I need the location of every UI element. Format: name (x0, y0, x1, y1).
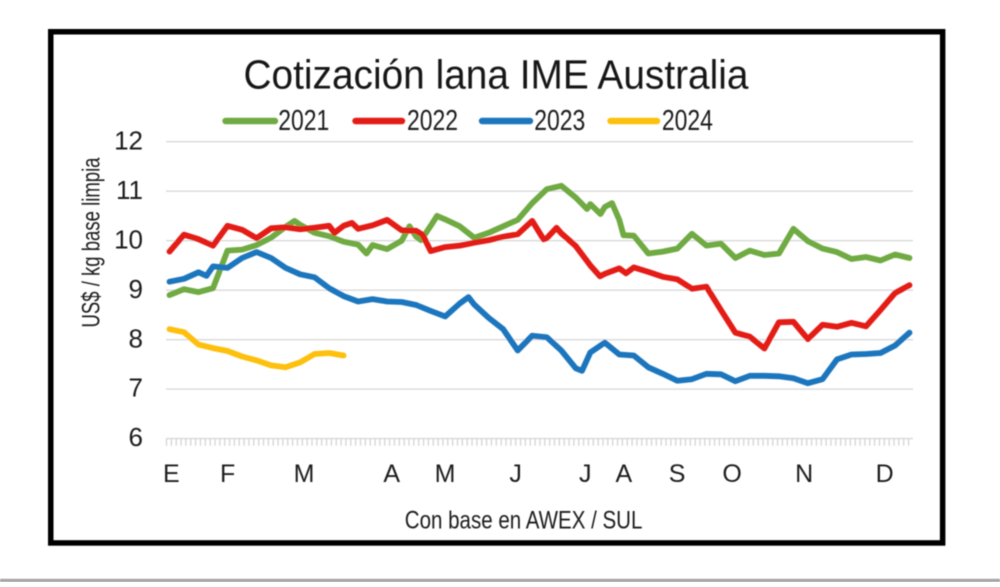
svg-text:2022: 2022 (407, 105, 458, 137)
svg-text:Con base en AWEX / SUL: Con base en AWEX / SUL (405, 506, 643, 534)
svg-text:F: F (220, 460, 235, 488)
svg-text:Cotización lana IME Australia: Cotización lana IME Australia (244, 52, 749, 98)
svg-text:2021: 2021 (278, 105, 329, 137)
svg-text:10: 10 (114, 224, 143, 254)
svg-text:2024: 2024 (662, 105, 713, 137)
svg-text:8: 8 (129, 323, 143, 353)
svg-text:US$ / kg base limpia: US$ / kg base limpia (78, 157, 106, 327)
svg-text:E: E (163, 460, 180, 488)
svg-text:A: A (383, 460, 400, 488)
svg-text:M: M (435, 460, 456, 488)
svg-text:J: J (579, 460, 592, 488)
svg-text:A: A (615, 460, 632, 488)
svg-text:O: O (722, 460, 741, 488)
svg-text:N: N (795, 460, 813, 488)
svg-text:M: M (294, 460, 315, 488)
svg-text:7: 7 (129, 373, 143, 403)
svg-text:6: 6 (129, 422, 143, 452)
svg-text:D: D (876, 460, 894, 488)
svg-text:11: 11 (116, 175, 143, 205)
svg-text:J: J (509, 460, 522, 488)
svg-text:S: S (669, 460, 686, 488)
svg-text:2023: 2023 (534, 105, 585, 137)
svg-text:9: 9 (129, 274, 143, 304)
svg-text:12: 12 (114, 125, 143, 155)
